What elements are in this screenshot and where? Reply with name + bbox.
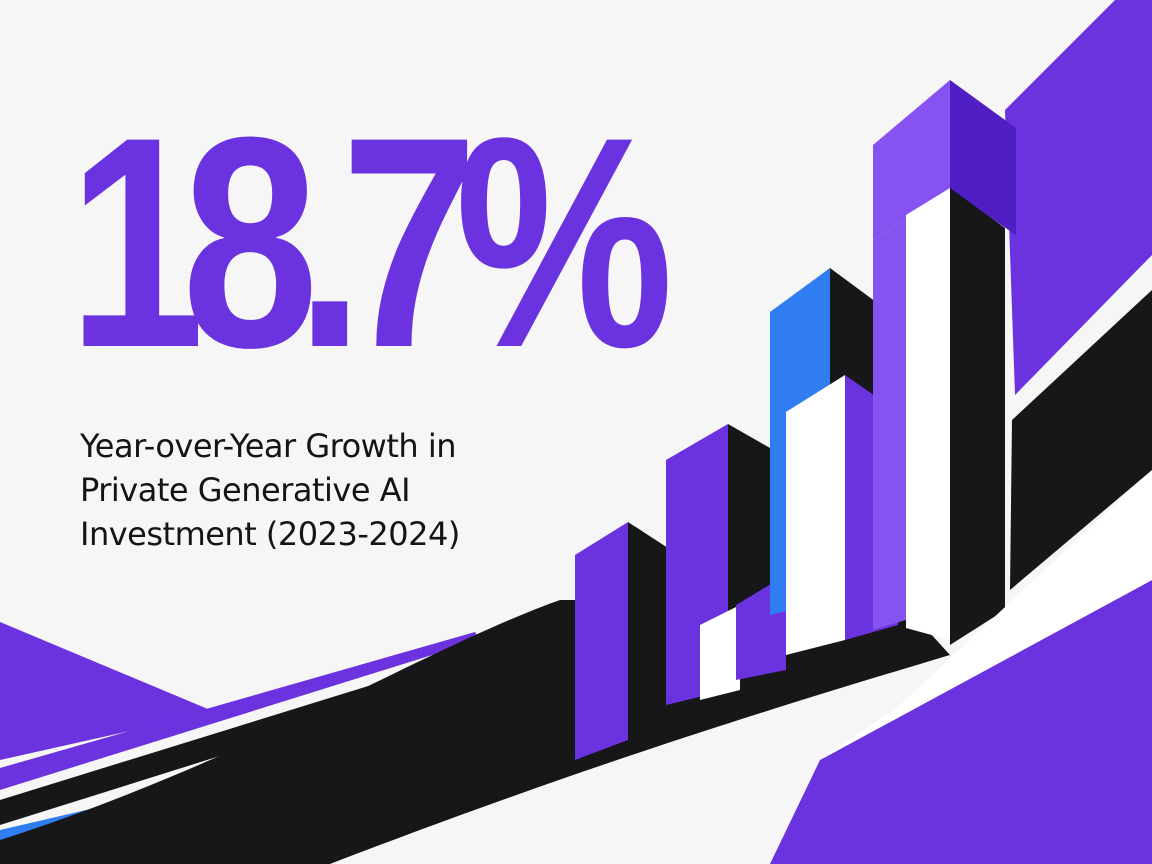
caption-line-2: Private Generative AI — [80, 471, 411, 509]
bar-5-black-side — [950, 188, 1005, 645]
caption-line-1: Year-over-Year Growth in — [80, 427, 457, 465]
caption-line-3: Investment (2023-2024) — [80, 515, 460, 553]
bar-1-side — [628, 522, 668, 740]
bar-5-mid-front — [873, 190, 950, 630]
white-diagonal-gap — [820, 470, 1152, 760]
small-white-block — [700, 605, 740, 700]
right-black-band — [1010, 290, 1152, 590]
left-purple-triangle — [0, 622, 215, 760]
left-purple-streak — [0, 632, 480, 790]
bar-1-front — [575, 522, 628, 760]
bottom-right-purple-wedge — [770, 580, 1152, 864]
bar-4-front — [786, 375, 845, 655]
caption-text: Year-over-Year Growth in Private Generat… — [80, 424, 600, 556]
bar-5-white-face — [906, 188, 950, 640]
top-right-purple-wedge — [1005, 0, 1152, 395]
headline-percentage: 18.7% — [68, 74, 674, 410]
bar-5-top-side — [950, 80, 1016, 235]
